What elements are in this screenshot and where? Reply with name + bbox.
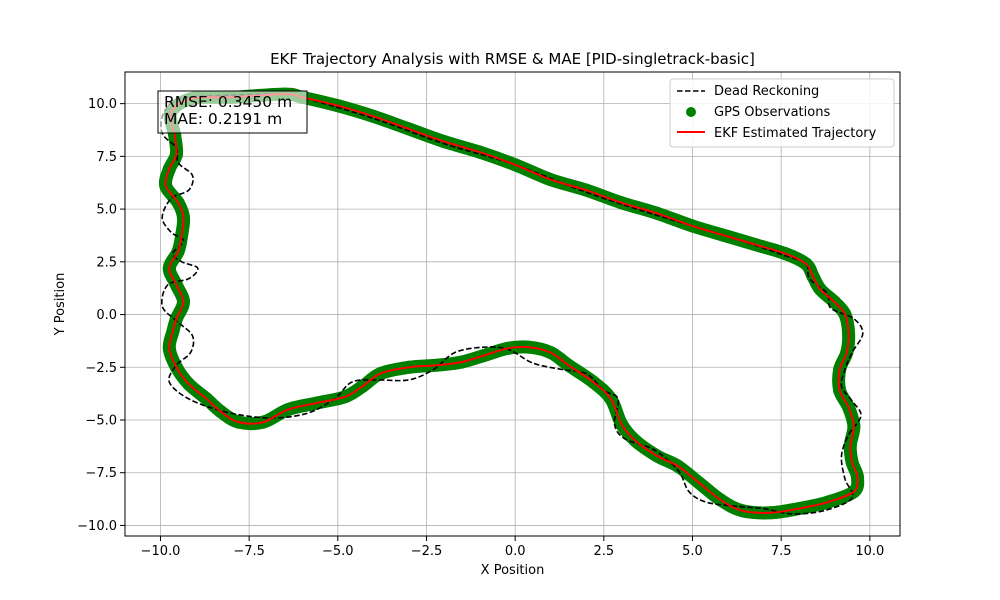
rmse-text: RMSE: 0.3450 m	[164, 93, 292, 111]
legend-box	[669, 78, 895, 148]
y-tick-label: 5.0	[96, 203, 117, 218]
chart-title: EKF Trajectory Analysis with RMSE & MAE …	[270, 50, 755, 68]
ekf-trajectory-line	[164, 93, 859, 514]
grid	[125, 72, 900, 536]
legend-swatch-gps-observations	[686, 107, 696, 117]
plot-area	[125, 72, 900, 536]
x-tick-label: −5.0	[322, 544, 354, 559]
y-tick-label: −5.0	[85, 414, 117, 429]
legend-label-dead-reckoning: Dead Reckoning	[714, 84, 819, 99]
metrics-annotation: RMSE: 0.3450 m MAE: 0.2191 m	[157, 90, 308, 134]
y-tick-label: −7.5	[85, 466, 117, 481]
y-tick-label: 7.5	[96, 150, 117, 165]
x-tick-label: 7.5	[771, 544, 792, 559]
legend-label-gps-observations: GPS Observations	[714, 105, 830, 120]
x-tick-label: 5.0	[682, 544, 703, 559]
x-tick-label: 2.5	[593, 544, 614, 559]
x-tick-label: 10.0	[855, 544, 884, 559]
y-tick-label: 2.5	[96, 255, 117, 270]
y-tick-label: −10.0	[77, 519, 117, 534]
y-tick-label: −2.5	[85, 361, 117, 376]
plot-frame	[124, 71, 901, 537]
x-tick-label: −10.0	[141, 544, 181, 559]
ticks: −10.0 −7.5 −5.0 −2.5 0.0 2.5 5.0 7.5 10.0 −10.0 −7…	[77, 97, 884, 559]
x-tick-label: −2.5	[411, 544, 443, 559]
y-tick-label: 0.0	[96, 308, 117, 323]
x-tick-label: 0.0	[505, 544, 526, 559]
legend: Dead Reckoning GPS Observations EKF Esti…	[669, 78, 895, 148]
x-tick-label: −7.5	[233, 544, 265, 559]
mae-text: MAE: 0.2191 m	[164, 110, 282, 128]
series-layer	[158, 87, 865, 520]
y-tick-label: 10.0	[88, 97, 117, 112]
metrics-box	[157, 90, 308, 134]
x-axis-label: X Position	[481, 563, 545, 578]
legend-label-ekf-trajectory: EKF Estimated Trajectory	[714, 126, 877, 141]
y-axis-label: Y Position	[53, 273, 68, 337]
